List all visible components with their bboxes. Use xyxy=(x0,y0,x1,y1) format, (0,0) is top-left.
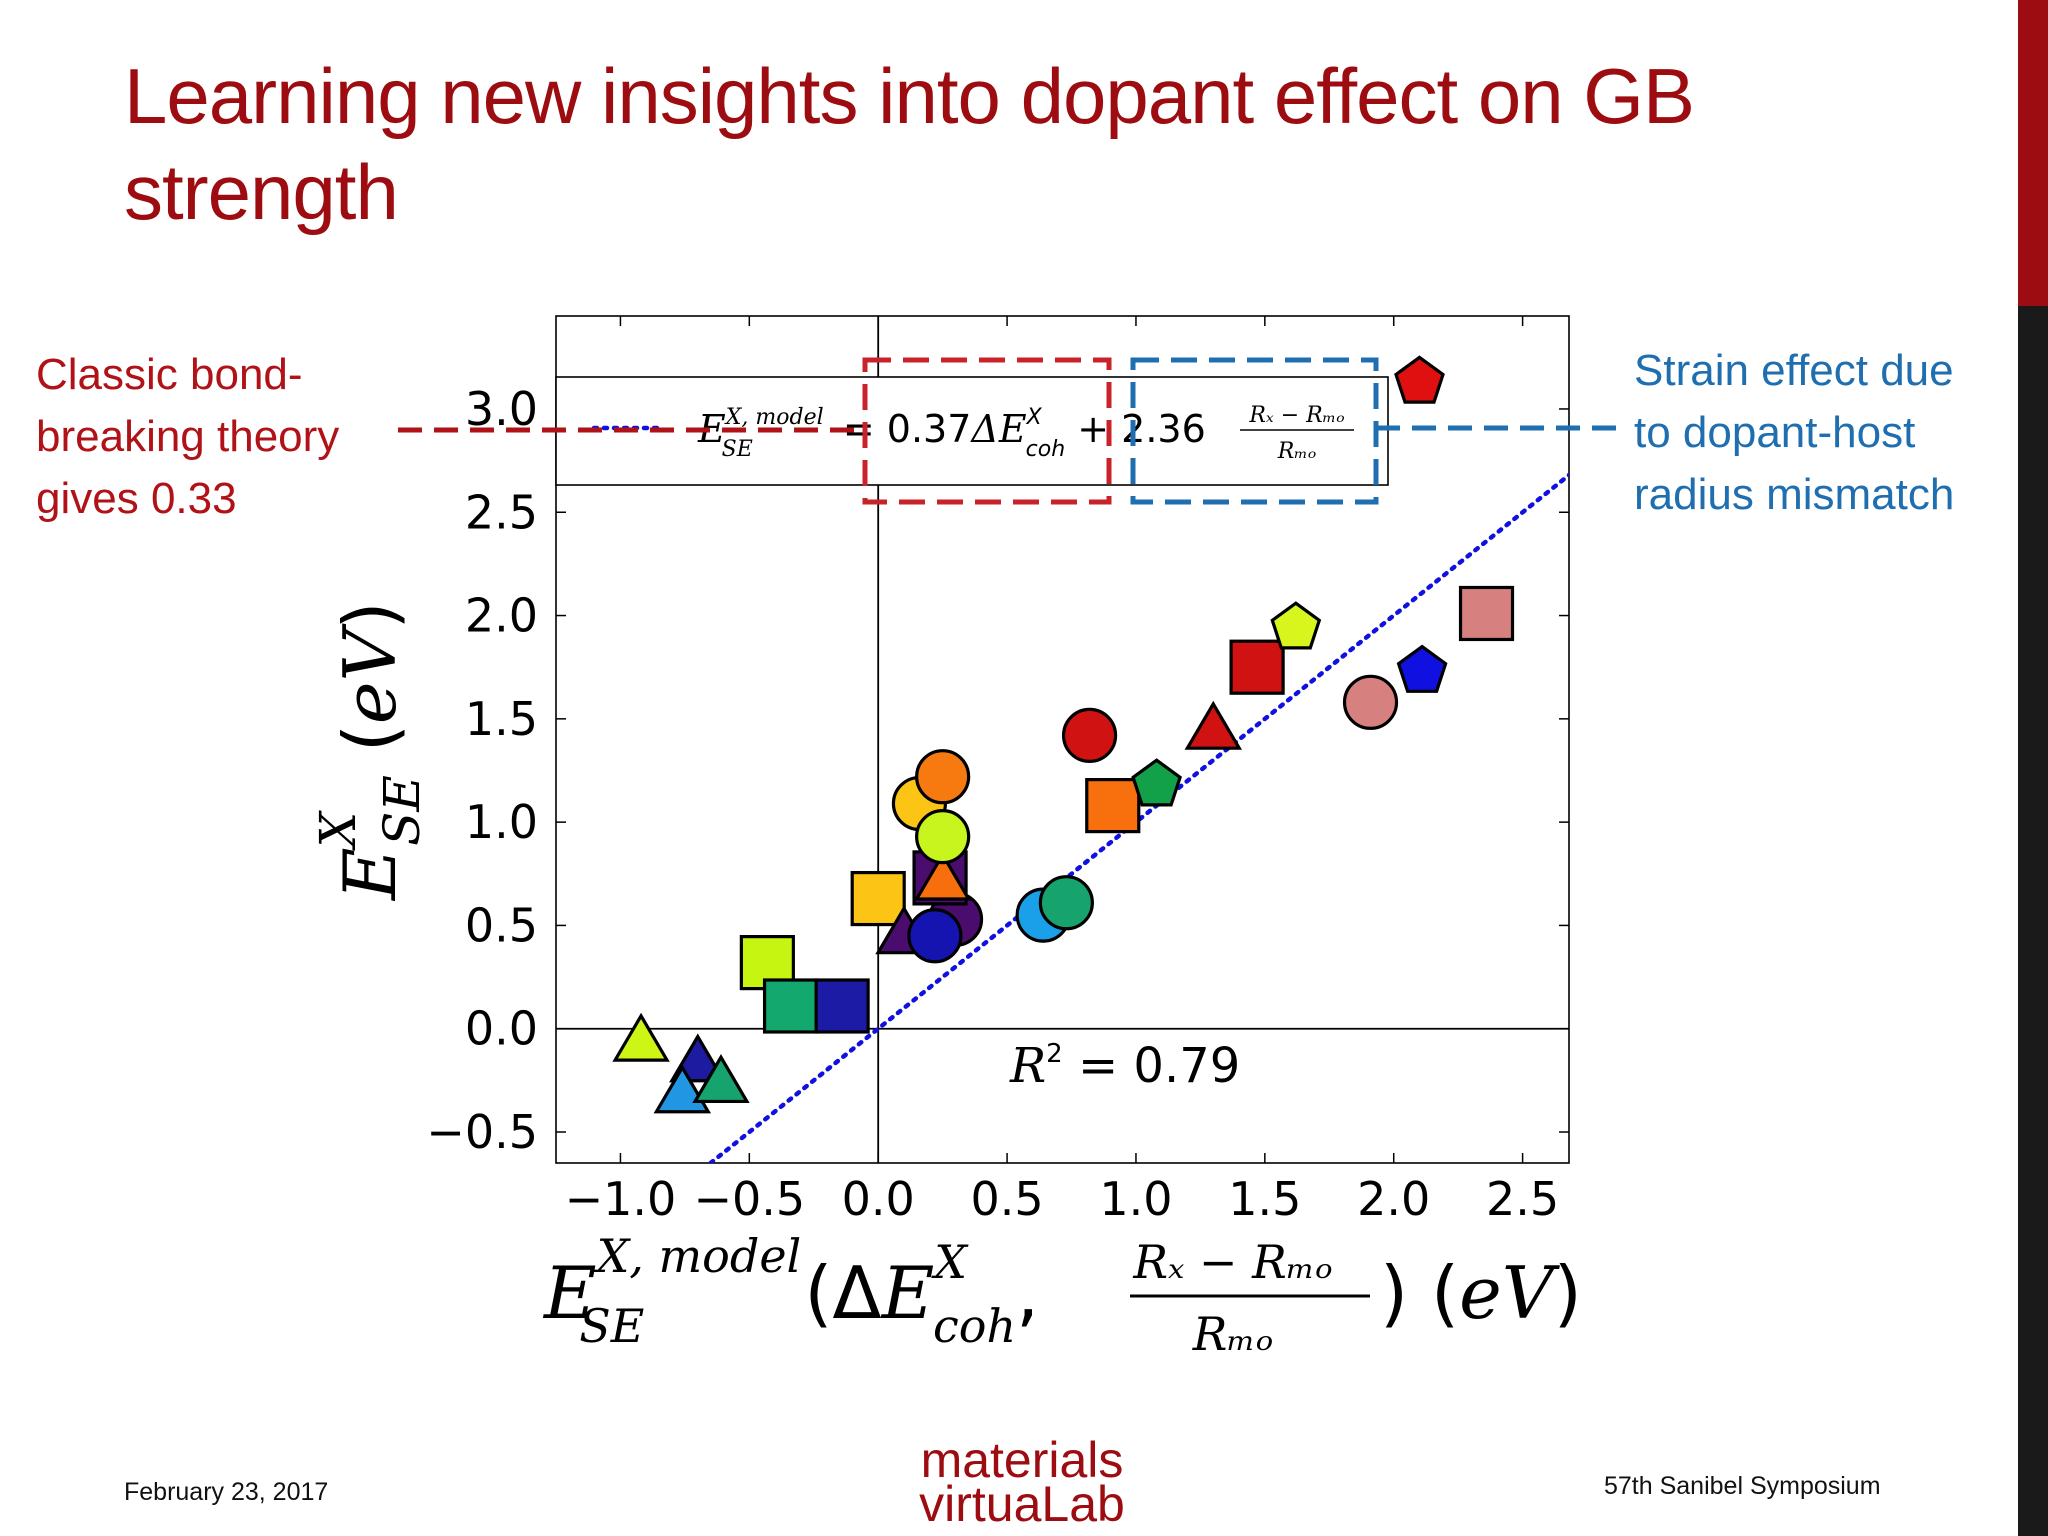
bond-breaking-note: Classic bond- breaking theory gives 0.33 xyxy=(36,344,339,530)
xlabel-e: E xyxy=(542,1251,597,1335)
y-tick-label: −0.5 xyxy=(426,1105,538,1159)
x-axis-label: EX, model SE (ΔEX coh, xyxy=(542,1229,1039,1353)
x-tick-label: 1.5 xyxy=(1228,1172,1301,1226)
data-point-square xyxy=(762,978,819,1034)
data-point-square xyxy=(1229,639,1285,695)
legend-fraction-num: Rₓ − Rₘₒ xyxy=(1248,403,1344,428)
logo-line2: virtuaLab xyxy=(919,1476,1125,1532)
xlabel-end: ) xyxy=(1554,1251,1582,1335)
strain-effect-note-line1: Strain effect due xyxy=(1634,346,1954,395)
xlabel-open: (Δ xyxy=(804,1251,881,1335)
data-point-circle xyxy=(915,749,971,805)
y-tick-label: 2.5 xyxy=(465,485,538,539)
y-tick-label: 0.5 xyxy=(465,898,538,952)
legend-ecoh-sub: coh xyxy=(1026,437,1066,462)
xlabel-sub2: coh xyxy=(933,1299,1016,1353)
ylabel-open: ( xyxy=(328,724,412,775)
legend-equation: EX, model SE = 0.37ΔEX coh + 2.36 xyxy=(697,405,1206,462)
xlabel-comma: , xyxy=(1016,1251,1039,1335)
xlabel-fraction-den: Rₘₒ xyxy=(1192,1307,1274,1361)
data-point-square xyxy=(850,870,906,927)
strain-term-highlight xyxy=(1130,357,1379,505)
legend-delta-e: ΔE xyxy=(969,407,1026,451)
r2-exponent: 2 xyxy=(1046,1039,1063,1069)
y-axis-label: EX SE (eV) xyxy=(309,601,431,902)
legend-coef-ecoh: = 0.37 xyxy=(831,407,972,451)
y-tick-label: 1.5 xyxy=(465,692,538,746)
data-point-circle xyxy=(1038,875,1094,931)
strain-effect-note-line3: radius mismatch xyxy=(1634,470,1955,519)
x-tick-label: 2.5 xyxy=(1486,1172,1559,1226)
legend-lhs-sup: X, model xyxy=(724,405,824,430)
ylabel-e: E xyxy=(328,847,412,902)
data-point-square xyxy=(814,978,870,1034)
accent-bar-dark xyxy=(2018,306,2048,1536)
data-point-square xyxy=(1085,778,1141,834)
x-tick-label: 0.5 xyxy=(971,1172,1044,1226)
data-point-triangle xyxy=(612,1012,670,1062)
footer-date: February 23, 2017 xyxy=(124,1478,329,1506)
data-point-triangle xyxy=(1184,700,1243,750)
xlabel-fraction-num: Rₓ − Rₘₒ xyxy=(1132,1235,1332,1289)
legend-lhs-sub: SE xyxy=(722,437,753,462)
x-tick-label: 0.0 xyxy=(842,1172,915,1226)
plot-frame xyxy=(555,315,1570,1164)
data-point-circle xyxy=(907,908,963,964)
ylabel-close: ) xyxy=(328,601,412,629)
legend-ecoh-sup: X xyxy=(1026,405,1043,430)
data-point-pentagon xyxy=(1270,601,1322,650)
r2-symbol: R xyxy=(1009,1038,1046,1094)
y-tick-label: 3.0 xyxy=(465,382,538,436)
xlabel-sup2: X xyxy=(931,1235,969,1289)
slide-title-line1: Learning new insights into dopant effect… xyxy=(124,52,1695,140)
footer-conference: 57th Sanibel Symposium xyxy=(1604,1472,1881,1500)
slide-title-line2: strength xyxy=(124,148,399,236)
r-squared-annotation: R2 = 0.79 xyxy=(1009,1038,1240,1094)
y-tick-label: 0.0 xyxy=(465,1002,538,1056)
strain-effect-note-line2: to dopant-host xyxy=(1634,408,1916,457)
data-point-pentagon xyxy=(1131,758,1182,807)
data-point-circle xyxy=(915,808,971,865)
x-tick-label: 2.0 xyxy=(1357,1172,1430,1226)
ylabel-sub: SE xyxy=(373,775,431,846)
legend-fraction-den: Rₘₒ xyxy=(1277,439,1317,464)
xlabel-ev: eV xyxy=(1459,1251,1561,1335)
r2-value: = 0.79 xyxy=(1063,1038,1241,1094)
materials-virtual-lab-logo: materials virtuaLab xyxy=(862,1432,1182,1532)
strain-effect-note: Strain effect due to dopant-host radius … xyxy=(1634,340,1954,526)
bond-breaking-note-line2: breaking theory xyxy=(36,412,340,461)
accent-bar-red xyxy=(2018,0,2048,306)
ylabel-sup: X xyxy=(309,809,367,851)
data-point-pentagon xyxy=(1396,644,1448,693)
x-axis-label-unit: ) (eV) xyxy=(1380,1251,1582,1335)
x-tick-label: −0.5 xyxy=(693,1172,805,1226)
logo-line1: materials xyxy=(920,1432,1124,1488)
xlabel-e2: E xyxy=(880,1251,935,1335)
bond-breaking-note-line3: gives 0.33 xyxy=(36,474,237,523)
x-tick-label: 1.0 xyxy=(1099,1172,1172,1226)
data-point-circle xyxy=(1342,674,1399,730)
data-point-triangle xyxy=(913,851,972,901)
y-tick-label: 2.0 xyxy=(465,589,538,643)
y-tick-label: 1.0 xyxy=(465,795,538,849)
data-point-triangle xyxy=(692,1054,750,1104)
ecoh-term-highlight xyxy=(862,357,1112,505)
data-point-pentagon xyxy=(1394,355,1445,404)
xlabel-sub: SE xyxy=(579,1299,644,1353)
xlabel-sup: X, model xyxy=(594,1229,802,1283)
ylabel-ev: eV xyxy=(328,622,412,724)
data-point-square xyxy=(1458,585,1515,642)
plot-area xyxy=(612,355,1569,1163)
slide-title: Learning new insights into dopant effect… xyxy=(124,48,1884,240)
x-tick-label: −1.0 xyxy=(565,1172,677,1226)
data-point-circle xyxy=(1061,707,1118,763)
bond-breaking-note-line1: Classic bond- xyxy=(36,350,303,399)
xlabel-close: ) ( xyxy=(1380,1251,1459,1335)
